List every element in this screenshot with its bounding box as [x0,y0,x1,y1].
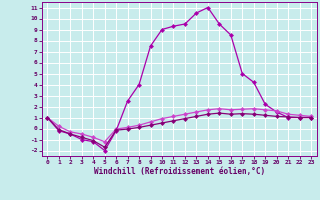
X-axis label: Windchill (Refroidissement éolien,°C): Windchill (Refroidissement éolien,°C) [94,167,265,176]
